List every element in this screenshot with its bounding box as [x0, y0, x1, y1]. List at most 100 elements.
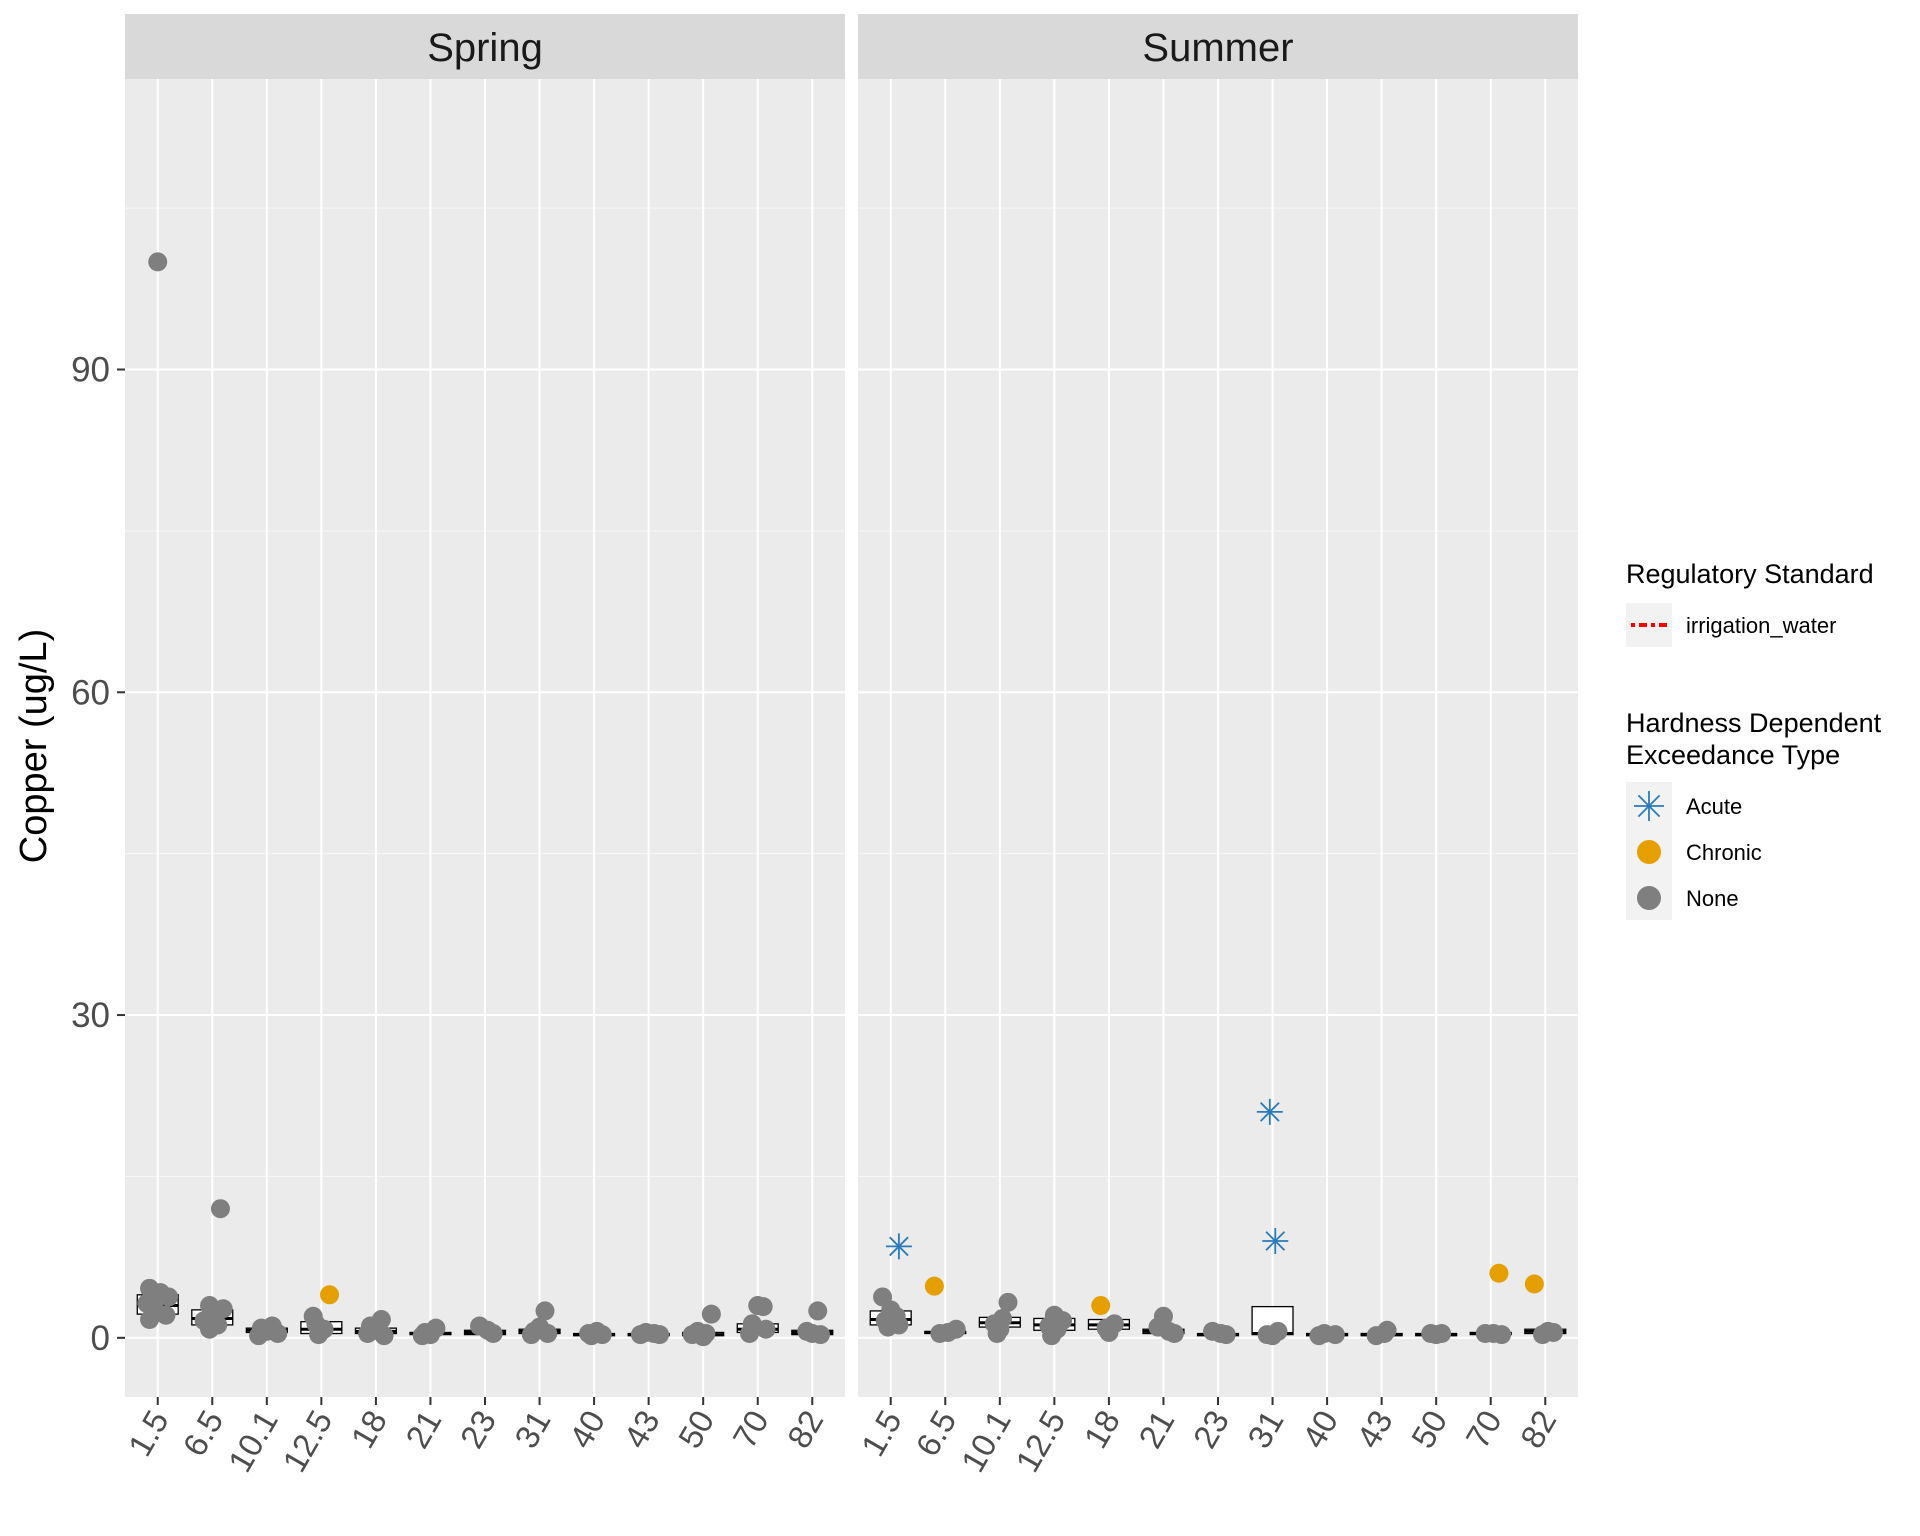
data-point-none-spring [210, 1199, 230, 1219]
data-point-none-summer [1164, 1324, 1184, 1344]
y-axis: 0 30 60 90 [71, 350, 125, 1358]
x-tick-label: 18 [1077, 1404, 1127, 1454]
data-point-chronic-summer [1524, 1274, 1544, 1294]
data-point-chronic-summer [1489, 1263, 1509, 1283]
x-tick-label: 12.5 [1008, 1404, 1072, 1478]
x-tick-label: 40 [1295, 1404, 1345, 1454]
legend-exceedance-title-line1: Hardness Dependent [1626, 708, 1882, 738]
data-point-none-summer [930, 1324, 950, 1344]
legend-acute-label: Acute [1686, 794, 1742, 819]
data-point-none-spring [650, 1325, 670, 1345]
data-point-none-spring [535, 1301, 555, 1321]
data-point-none-summer [998, 1292, 1018, 1312]
x-tick-label: 12.5 [275, 1404, 339, 1478]
x-tick-label: 82 [1513, 1404, 1563, 1454]
legend-regulatory-title: Regulatory Standard [1626, 559, 1874, 589]
legend-acute-asterisk [1634, 791, 1664, 821]
x-tick-label: 70 [1458, 1404, 1508, 1454]
data-point-none-summer [1533, 1325, 1553, 1345]
data-point-none-spring [483, 1324, 503, 1344]
x-tick-label: 50 [671, 1404, 721, 1454]
data-point-acute-summer [1262, 1227, 1289, 1254]
data-point-none-spring [148, 252, 168, 272]
legend-exceedance-title-line2: Exceedance Type [1626, 740, 1840, 770]
data-point-none-spring [581, 1326, 601, 1346]
data-point-chronic-spring [320, 1285, 340, 1305]
data-point-none-summer [987, 1324, 1007, 1344]
data-point-none-spring [538, 1324, 558, 1344]
data-point-chronic-summer [924, 1276, 944, 1296]
data-point-chronic-summer [1091, 1296, 1111, 1316]
legend-none-icon [1637, 886, 1661, 910]
data-point-none-spring [374, 1326, 394, 1346]
x-tick-label: 21 [398, 1404, 448, 1454]
facet-strip-spring [125, 14, 845, 79]
x-tick-label: 82 [780, 1404, 830, 1454]
x-tick-label: 23 [453, 1404, 503, 1454]
data-point-none-spring [630, 1325, 650, 1345]
legend-none-label: None [1686, 886, 1739, 911]
legend: Regulatory Standard irrigation_water Har… [1626, 559, 1882, 920]
data-point-acute-summer-stroke [889, 1236, 909, 1257]
data-point-none-summer [1426, 1325, 1446, 1345]
data-point-none-spring [268, 1324, 288, 1344]
data-point-none-summer [1099, 1322, 1119, 1342]
y-tick-label: 30 [71, 996, 110, 1035]
x-tick-label: 10.1 [221, 1404, 285, 1478]
x-tick-label: 1.5 [121, 1404, 176, 1462]
legend-acute-asterisk-stroke [1637, 794, 1661, 818]
y-tick-label: 0 [91, 1319, 110, 1358]
facet-summer: Summer 1.5 6.510.112.5 18 21 23 31 40 43 50 70 82 [854, 14, 1578, 1478]
data-point-none-spring [309, 1325, 329, 1345]
data-point-none-spring [358, 1324, 378, 1344]
data-point-none-spring [808, 1301, 828, 1321]
data-point-none-spring [156, 1305, 176, 1325]
y-tick-label: 60 [71, 673, 110, 712]
data-point-acute-summer-stroke [1259, 1102, 1280, 1122]
data-point-none-spring [756, 1319, 776, 1339]
data-point-none-spring [753, 1297, 773, 1317]
y-tick-label: 90 [71, 350, 110, 389]
data-point-none-spring [412, 1326, 432, 1346]
legend-irrigation-water-label: irrigation_water [1686, 613, 1836, 638]
data-point-acute-summer [1256, 1098, 1283, 1125]
x-tick-label: 40 [562, 1404, 612, 1454]
x-tick-label: 43 [616, 1404, 666, 1454]
data-point-acute-summer [885, 1233, 912, 1260]
x-tick-label: 10.1 [954, 1404, 1018, 1478]
x-tick-label: 43 [1349, 1404, 1399, 1454]
data-point-none-spring [249, 1326, 269, 1346]
data-point-none-spring [740, 1324, 760, 1344]
x-tick-label: 23 [1186, 1404, 1236, 1454]
data-point-none-spring [810, 1325, 830, 1345]
facet-spring: Spring 1.5 6.510.112.5 18 21 23 31 40 43 50 70 82 [121, 14, 845, 1478]
data-point-none-summer [1042, 1326, 1062, 1346]
legend-acute-icon [1634, 791, 1664, 821]
data-point-none-spring [521, 1325, 541, 1345]
data-point-acute-summer-stroke [1265, 1231, 1286, 1251]
x-tick-label: 21 [1131, 1404, 1181, 1454]
facet-strip-summer [858, 14, 1578, 79]
data-point-none-summer [1263, 1326, 1283, 1346]
data-point-none-spring [140, 1310, 160, 1330]
data-point-none-summer [878, 1317, 898, 1337]
x-tick-label: 50 [1404, 1404, 1454, 1454]
legend-chronic-icon [1637, 840, 1661, 864]
data-point-none-spring [701, 1304, 721, 1324]
data-point-none-summer [1325, 1325, 1345, 1345]
data-point-none-summer [1492, 1325, 1512, 1345]
data-point-none-spring [159, 1287, 179, 1307]
x-tick-label: 31 [507, 1404, 557, 1454]
data-point-none-spring [200, 1319, 220, 1339]
data-point-none-spring [693, 1327, 713, 1347]
x-tick-label: 31 [1240, 1404, 1290, 1454]
x-tick-label: 6.5 [175, 1404, 230, 1462]
x-tick-label: 6.5 [908, 1404, 963, 1462]
x-tick-label: 70 [725, 1404, 775, 1454]
data-point-none-summer [1309, 1326, 1329, 1346]
facet-strip-label-summer: Summer [1142, 26, 1293, 70]
x-tick-label: 1.5 [854, 1404, 909, 1462]
data-point-none-summer [1374, 1324, 1394, 1344]
